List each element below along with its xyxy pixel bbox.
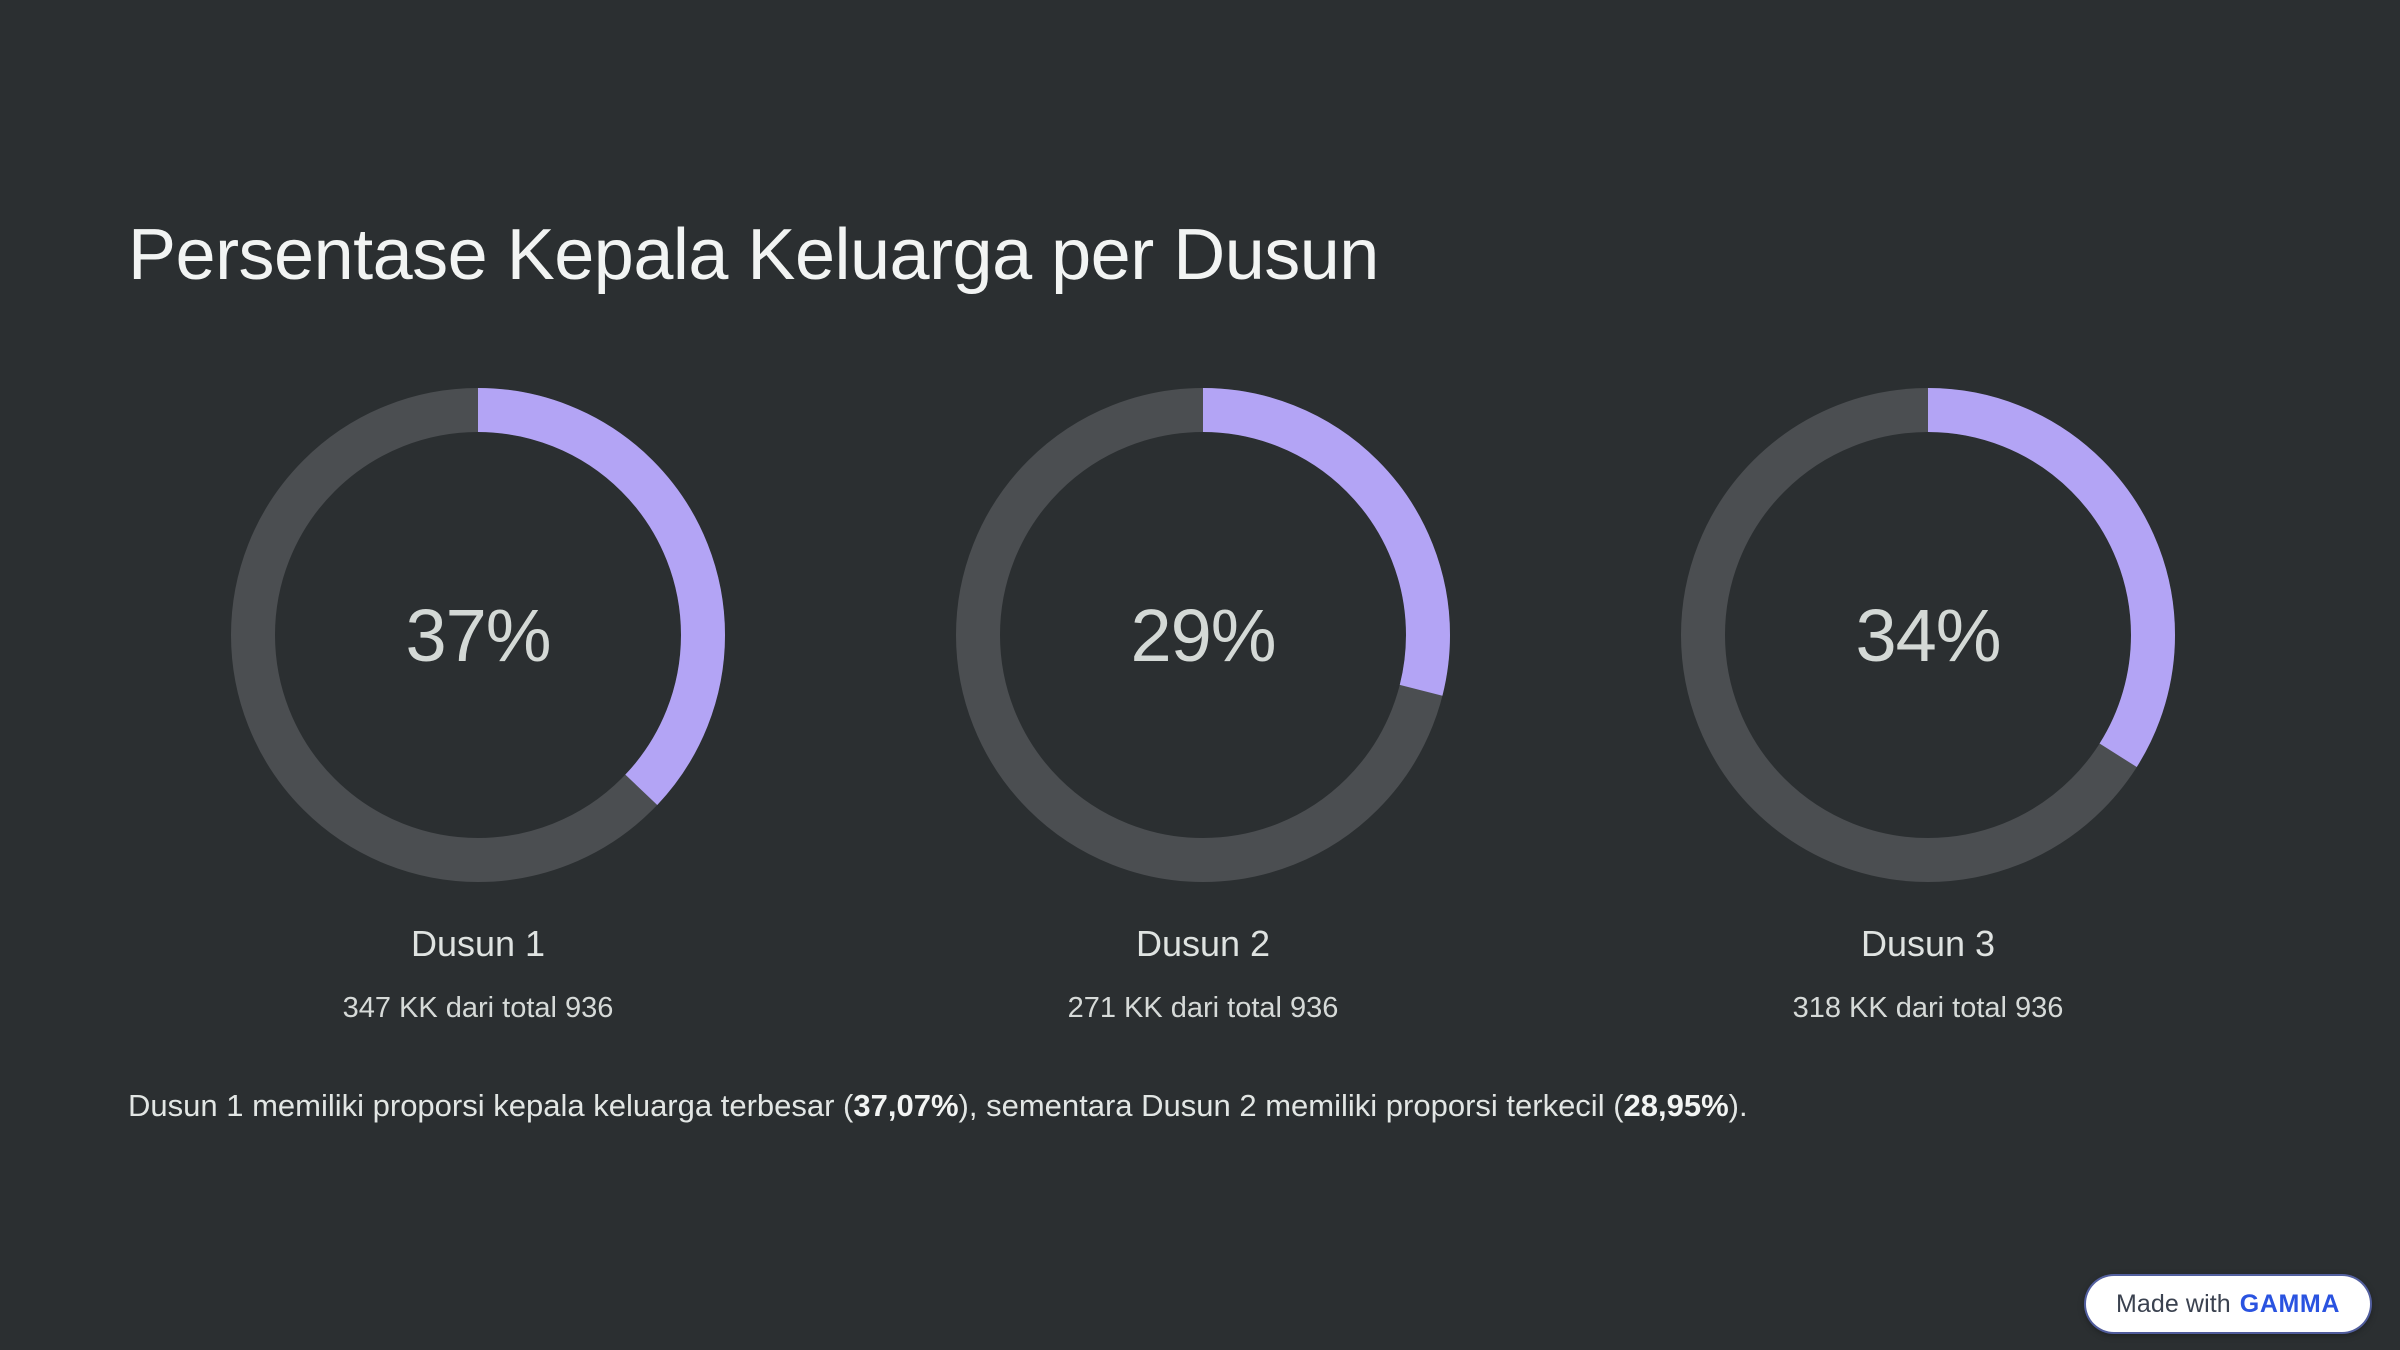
- page-title: Persentase Kepala Keluarga per Dusun: [128, 215, 1379, 295]
- donut-detail-dusun-1: 347 KK dari total 936: [342, 992, 614, 1025]
- donut-svg-2: [956, 388, 1450, 882]
- donut-percent-3: 34%: [1855, 593, 2001, 677]
- gamma-logo: GAMMA: [2239, 1289, 2340, 1318]
- donut-arc-2: [956, 388, 1450, 882]
- donut-percent-1: 37%: [405, 593, 551, 677]
- caption-highlight-largest: 37,07%: [853, 1088, 959, 1123]
- donut-percent-2: 29%: [1130, 593, 1276, 677]
- made-with-gamma-badge[interactable]: Made with GAMMA: [2085, 1276, 2370, 1332]
- badge-made-with-label: Made with: [2115, 1289, 2231, 1318]
- caption-text-2: ), sementara Dusun 2 memiliki proporsi t…: [958, 1088, 1624, 1123]
- donut-detail-dusun-3: 318 KK dari total 936: [1792, 992, 2064, 1025]
- caption-text-1: Dusun 1 memiliki proporsi kepala keluarg…: [128, 1088, 854, 1123]
- donut-title-dusun-3: Dusun 3: [1860, 923, 1996, 964]
- donut-chart-group: 37% Dusun 1 347 KK dari total 936 29% Du…: [128, 388, 2278, 1026]
- donut-card-dusun-1: 37% Dusun 1 347 KK dari total 936: [128, 388, 828, 1026]
- donut-chart-dusun-3: 34%: [1681, 388, 2175, 882]
- donut-card-dusun-3: 34% Dusun 3 318 KK dari total 936: [1578, 388, 2278, 1026]
- donut-detail-dusun-2: 271 KK dari total 936: [1067, 992, 1339, 1025]
- donut-svg-1: [231, 388, 725, 882]
- caption-text-3: ).: [1728, 1088, 1748, 1123]
- donut-arc-3: [1681, 388, 2175, 882]
- donut-card-dusun-2: 29% Dusun 2 271 KK dari total 936: [853, 388, 1553, 1026]
- donut-chart-dusun-2: 29%: [956, 388, 1450, 882]
- donut-chart-dusun-1: 37%: [231, 388, 725, 882]
- donut-arc-1: [231, 388, 725, 882]
- donut-title-dusun-2: Dusun 2: [1135, 923, 1271, 964]
- donut-title-dusun-1: Dusun 1: [410, 923, 546, 964]
- summary-caption: Dusun 1 memiliki proporsi kepala keluarg…: [128, 1085, 1748, 1127]
- caption-highlight-smallest: 28,95%: [1623, 1088, 1729, 1123]
- donut-svg-3: [1681, 388, 2175, 882]
